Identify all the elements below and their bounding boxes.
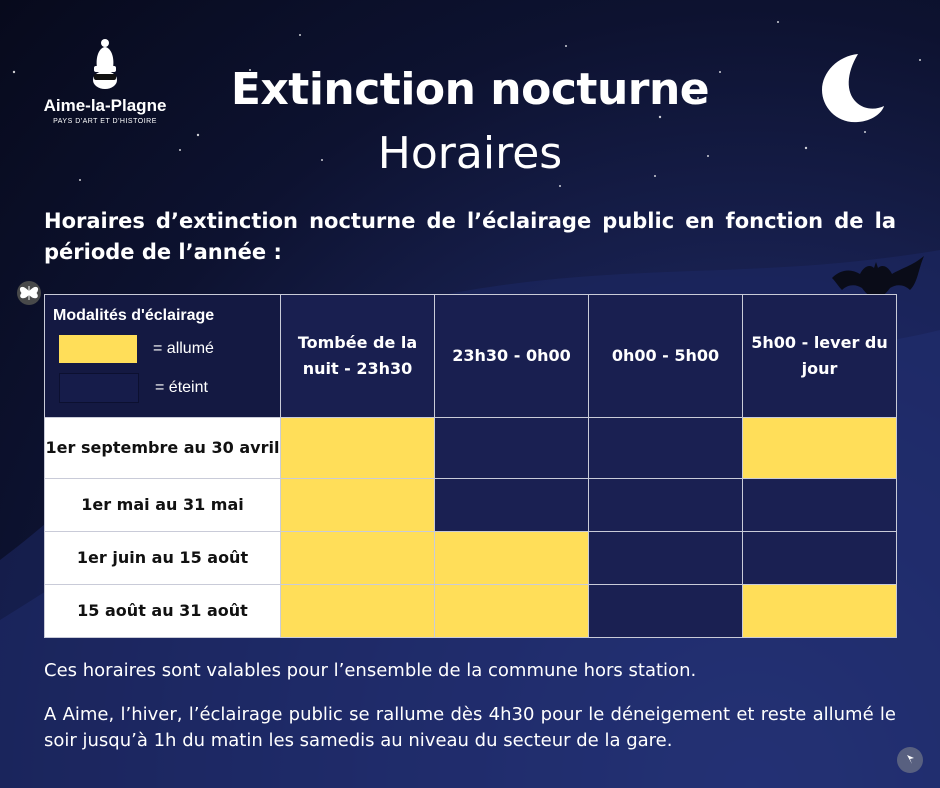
schedule-cell: [434, 531, 589, 585]
note-station: Ces horaires sont valables pour l’ensemb…: [44, 660, 697, 681]
schedule-cell: [588, 417, 743, 479]
butterfly-icon: [17, 281, 41, 305]
logo-tagline: PAYS D'ART ET D'HISTOIRE: [53, 118, 157, 125]
schedule-cell: [434, 417, 589, 479]
page-subtitle: Horaires: [377, 128, 563, 179]
column-header: 5h00 - lever du jour: [742, 294, 897, 418]
column-header: 23h30 - 0h00: [434, 294, 589, 418]
schedule-cell: [434, 584, 589, 638]
bat-icon: [832, 256, 924, 300]
table-row: 1er septembre au 30 avril: [44, 417, 897, 479]
mascot-icon: [93, 39, 117, 89]
legend-on-swatch: [59, 335, 137, 363]
row-label: 1er septembre au 30 avril: [44, 417, 281, 479]
table-row: 1er juin au 15 août: [44, 531, 897, 585]
sparkle-icon: [897, 747, 923, 773]
logo: Aime-la-Plagne PAYS D'ART ET D'HISTOIRE: [30, 38, 180, 125]
legend-off-label: = éteint: [155, 379, 208, 396]
legend: Modalités d'éclairage = allumé = éteint: [44, 294, 281, 418]
row-label: 15 août au 31 août: [44, 584, 281, 638]
column-header: Tombée de la nuit - 23h30: [280, 294, 435, 418]
schedule-cell: [280, 584, 435, 638]
legend-off: = éteint: [59, 373, 208, 403]
logo-name: Aime-la-Plagne: [43, 96, 167, 115]
row-label: 1er mai au 31 mai: [44, 478, 281, 532]
schedule-cell: [742, 478, 897, 532]
schedule-cell: [280, 478, 435, 532]
table-row: 15 août au 31 août: [44, 584, 897, 638]
schedule-cell: [742, 417, 897, 479]
column-header: 0h00 - 5h00: [588, 294, 743, 418]
legend-title: Modalités d'éclairage: [53, 307, 215, 324]
page-title: Extinction nocturne: [230, 64, 710, 115]
schedule-cell: [742, 584, 897, 638]
table-row: 1er mai au 31 mai: [44, 478, 897, 532]
legend-on: = allumé: [59, 335, 214, 363]
intro-text: Horaires d’extinction nocturne de l’écla…: [44, 209, 896, 264]
note-winter: A Aime, l’hiver, l’éclairage public se r…: [44, 704, 896, 751]
legend-off-swatch: [59, 373, 139, 403]
schedule-cell: [280, 417, 435, 479]
row-label: 1er juin au 15 août: [44, 531, 281, 585]
schedule-cell: [588, 478, 743, 532]
schedule-table: Modalités d'éclairage = allumé = éteint …: [44, 294, 897, 638]
schedule-cell: [588, 531, 743, 585]
schedule-cell: [742, 531, 897, 585]
schedule-cell: [280, 531, 435, 585]
schedule-cell: [434, 478, 589, 532]
moon-icon: [822, 54, 884, 123]
schedule-cell: [588, 584, 743, 638]
table-header-row: Modalités d'éclairage = allumé = éteint …: [44, 294, 897, 418]
legend-on-label: = allumé: [153, 340, 214, 357]
